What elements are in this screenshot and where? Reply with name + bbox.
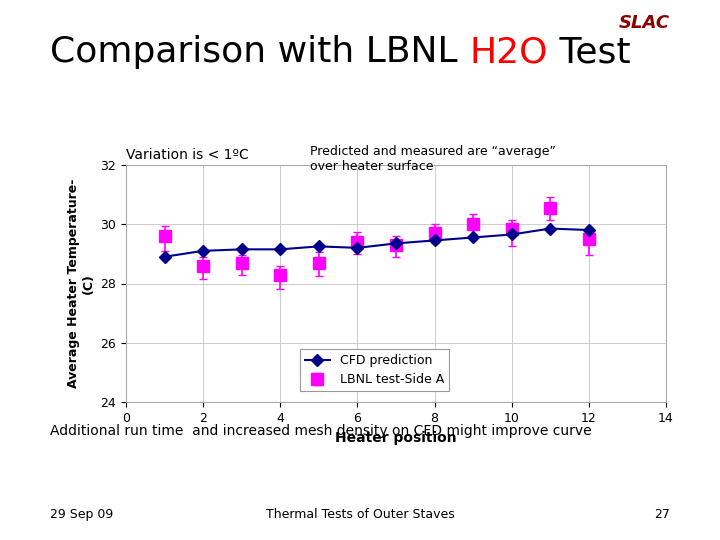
Text: H2O: H2O [469, 35, 548, 69]
CFD prediction [469, 234, 477, 241]
Text: Variation is < 1ºC: Variation is < 1ºC [126, 148, 248, 162]
CFD prediction [199, 247, 207, 254]
CFD prediction [546, 225, 554, 232]
Text: 27: 27 [654, 508, 670, 521]
CFD prediction [276, 246, 284, 253]
Text: Test: Test [548, 35, 631, 69]
Text: Comparison with LBNL: Comparison with LBNL [50, 35, 469, 69]
CFD prediction [431, 237, 439, 244]
X-axis label: Heater position: Heater position [336, 430, 456, 444]
CFD prediction [508, 231, 516, 238]
CFD prediction [392, 240, 400, 247]
Text: SLAC: SLAC [618, 14, 670, 31]
Legend: CFD prediction, LBNL test-Side A: CFD prediction, LBNL test-Side A [300, 349, 449, 392]
Text: 29 Sep 09: 29 Sep 09 [50, 508, 114, 521]
CFD prediction [161, 254, 169, 260]
CFD prediction [315, 243, 323, 249]
Text: Predicted and measured are “average”
over heater surface: Predicted and measured are “average” ove… [310, 145, 555, 173]
Text: Thermal Tests of Outer Staves: Thermal Tests of Outer Staves [266, 508, 454, 521]
Line: CFD prediction: CFD prediction [161, 225, 593, 261]
Text: Additional run time  and increased mesh density on CFD might improve curve: Additional run time and increased mesh d… [50, 424, 592, 438]
Y-axis label: Average Heater Temperature-
(C): Average Heater Temperature- (C) [67, 179, 95, 388]
CFD prediction [238, 246, 246, 253]
CFD prediction [353, 245, 361, 251]
CFD prediction [585, 227, 593, 233]
